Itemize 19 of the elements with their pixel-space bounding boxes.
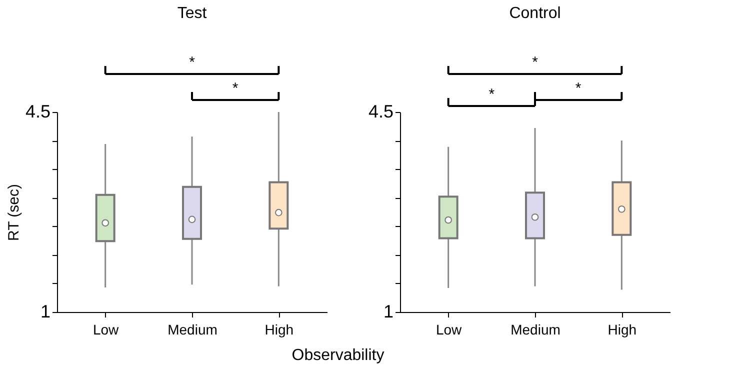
text: * xyxy=(488,86,495,103)
x-tick-label: Low xyxy=(92,322,120,338)
y-tick-label: 4.5 xyxy=(368,102,394,122)
x-tick-label: Medium xyxy=(168,322,218,338)
x-tick-label: Medium xyxy=(510,322,560,338)
chart-title: Control xyxy=(509,5,561,22)
text: * xyxy=(575,80,582,97)
text: * xyxy=(232,80,238,97)
x-tick-label: High xyxy=(608,322,637,338)
x-tick-label: High xyxy=(264,322,294,338)
x-tick-label: Low xyxy=(436,322,463,338)
y-tick-label: 1 xyxy=(40,302,50,322)
text: * xyxy=(532,54,538,71)
y-axis-title: RT (sec) xyxy=(5,184,22,241)
x-axis-title: Observability xyxy=(292,347,384,364)
text: * xyxy=(189,54,196,71)
chart-title: Test xyxy=(177,5,208,22)
y-tick-label: 1 xyxy=(383,302,394,322)
y-tick-label: 4.5 xyxy=(25,102,50,122)
